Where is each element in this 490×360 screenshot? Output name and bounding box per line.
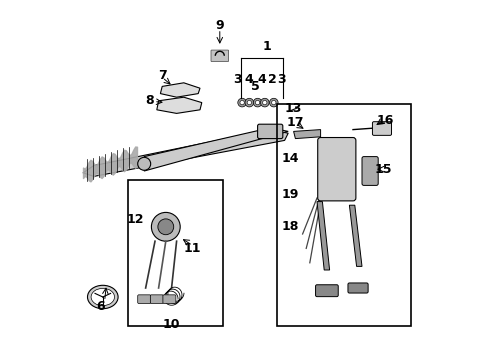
Circle shape [138, 157, 151, 170]
Text: 13: 13 [285, 102, 302, 114]
Text: 17: 17 [287, 116, 304, 129]
Polygon shape [83, 130, 288, 176]
FancyBboxPatch shape [138, 295, 151, 303]
Polygon shape [349, 205, 362, 266]
Text: 16: 16 [377, 114, 394, 127]
FancyBboxPatch shape [372, 122, 392, 135]
Text: 1: 1 [262, 40, 271, 53]
Polygon shape [144, 128, 288, 171]
Circle shape [253, 98, 262, 107]
Circle shape [271, 100, 276, 105]
Text: 3: 3 [234, 73, 242, 86]
Circle shape [151, 212, 180, 241]
Circle shape [158, 219, 174, 235]
Circle shape [238, 98, 246, 107]
FancyBboxPatch shape [318, 138, 356, 201]
Circle shape [245, 98, 254, 107]
FancyBboxPatch shape [258, 124, 283, 139]
Polygon shape [160, 83, 200, 97]
Circle shape [247, 100, 251, 105]
Text: 6: 6 [97, 300, 105, 312]
Text: 8: 8 [146, 94, 154, 107]
Text: 3: 3 [277, 73, 285, 86]
Text: 18: 18 [281, 220, 299, 233]
Circle shape [263, 100, 267, 105]
Bar [277, 104, 411, 326]
Polygon shape [294, 130, 320, 139]
Polygon shape [157, 97, 202, 113]
Ellipse shape [91, 288, 115, 306]
Text: 10: 10 [163, 318, 180, 330]
Text: 11: 11 [184, 242, 201, 255]
Bar [128, 180, 223, 326]
FancyBboxPatch shape [150, 295, 163, 303]
Circle shape [240, 100, 245, 105]
FancyBboxPatch shape [163, 295, 176, 303]
Text: 4: 4 [258, 73, 267, 86]
Ellipse shape [88, 285, 118, 309]
FancyBboxPatch shape [348, 283, 368, 293]
FancyBboxPatch shape [316, 285, 338, 297]
Polygon shape [317, 202, 330, 270]
Text: 2: 2 [268, 73, 276, 86]
Circle shape [270, 98, 278, 107]
Circle shape [255, 100, 260, 105]
Text: 7: 7 [158, 69, 167, 82]
Text: 15: 15 [375, 163, 392, 176]
Text: 14: 14 [281, 152, 299, 165]
Circle shape [261, 98, 269, 107]
Text: 19: 19 [281, 188, 299, 201]
Text: 9: 9 [216, 19, 224, 32]
Text: 5: 5 [251, 80, 260, 93]
Text: 4: 4 [244, 73, 253, 86]
FancyBboxPatch shape [362, 157, 378, 185]
Text: 12: 12 [126, 213, 144, 226]
FancyBboxPatch shape [211, 50, 229, 62]
